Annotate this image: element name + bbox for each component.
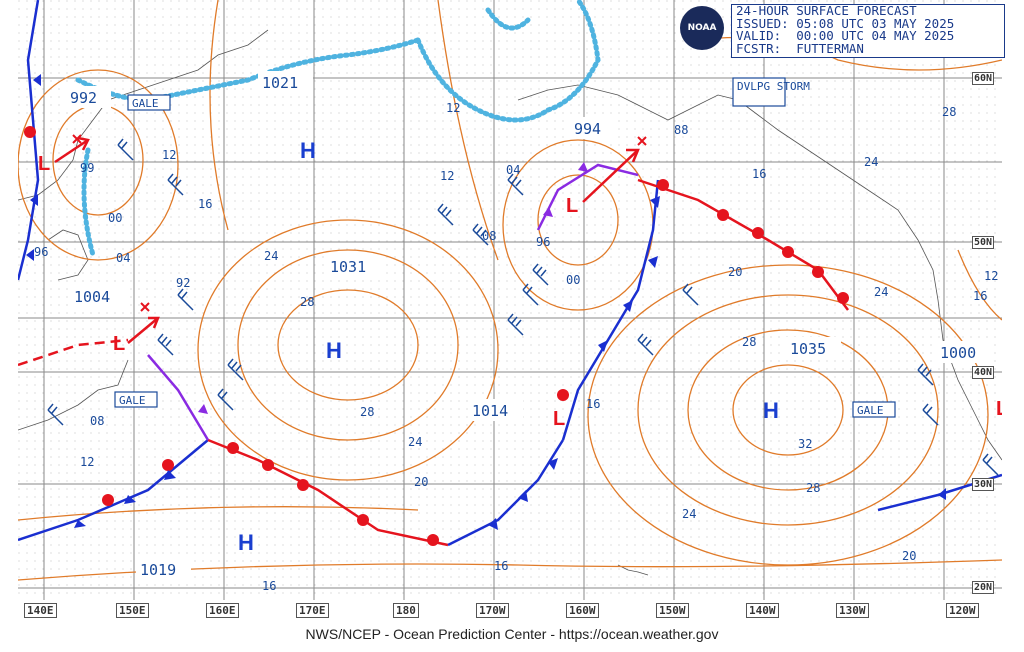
- header-issued: ISSUED: 05:08 UTC 03 MAY 2025: [736, 15, 955, 31]
- isobar-label: 24: [874, 285, 888, 299]
- trough-west: [18, 338, 129, 367]
- map-canvas: L L L L L H H H H 1031 1035 1019: [18, 0, 1002, 600]
- occluded-front-west: [147, 354, 210, 441]
- high-pressure-value: 1019: [140, 561, 176, 579]
- isobar-label: 28: [942, 105, 956, 119]
- longitude-label: 150E: [116, 603, 149, 618]
- isobar-label: 96: [34, 245, 48, 259]
- isobar-label: 24: [264, 249, 278, 263]
- header-title: 24-HOUR SURFACE FORECAST: [736, 3, 917, 18]
- isobar-label: 12: [984, 269, 998, 283]
- noaa-logo: NOAA: [680, 6, 724, 50]
- isobar-label: 20: [728, 265, 742, 279]
- isobar-label: 28: [300, 295, 314, 309]
- longitude-label: 160W: [566, 603, 599, 618]
- isobar-label: 08: [482, 229, 496, 243]
- isobar-label: 08: [90, 414, 104, 428]
- longitude-label: 150W: [656, 603, 689, 618]
- surface-chart: L L L L L H H H H 1031 1035 1019: [18, 0, 1002, 600]
- low-symbol: L: [553, 408, 565, 430]
- latitude-label: 30N: [972, 478, 995, 491]
- footer-credit: NWS/NCEP - Ocean Prediction Center - htt…: [305, 626, 719, 642]
- low-pressure-value: 1021: [262, 74, 298, 92]
- longitude-label: 120W: [946, 603, 979, 618]
- high-symbol: H: [326, 338, 342, 363]
- gale-warning: GALE: [119, 394, 146, 407]
- isobar-label: 24: [864, 155, 878, 169]
- isobar-label: 28: [806, 481, 820, 495]
- low-symbol: L: [996, 398, 1002, 420]
- isobar-label: 24: [408, 435, 422, 449]
- header-valid: VALID: 00:00 UTC 04 MAY 2025: [736, 28, 955, 43]
- storm-warning: DVLPG STORM: [737, 80, 810, 93]
- high-symbol: H: [300, 138, 316, 163]
- isobar-label: 20: [902, 549, 916, 563]
- longitude-label: 180: [393, 603, 419, 618]
- low-pressure-value: 1000: [940, 344, 976, 362]
- isobar-label: 12: [162, 148, 176, 162]
- isobar-label: 16: [494, 559, 508, 573]
- isobar-labels: 12 16 24 28 28 24 20 16 16 20 24 28 32 2…: [34, 101, 998, 593]
- low-pressure-value: 1004: [74, 288, 110, 306]
- isobar-label: 96: [536, 235, 550, 249]
- longitude-label: 140W: [746, 603, 779, 618]
- isobar-label: 16: [262, 579, 276, 593]
- high-symbol: H: [763, 398, 779, 423]
- latitude-label: 50N: [972, 236, 995, 249]
- low-markers: L L L L L: [38, 134, 1002, 430]
- warm-front-east: [637, 178, 849, 311]
- wind-barbs: [47, 138, 999, 476]
- isobar-label: 04: [506, 163, 520, 177]
- low-pressure-value: 992: [70, 89, 97, 107]
- isobar-label: 16: [752, 167, 766, 181]
- cold-front-far-west: [18, 0, 40, 281]
- isobar-label: 28: [742, 335, 756, 349]
- high-symbols: H H H H: [238, 138, 779, 555]
- cold-front-west: [18, 439, 209, 542]
- longitude-label: 140E: [24, 603, 57, 618]
- latitude-label: 60N: [972, 72, 995, 85]
- longitude-label: 170E: [296, 603, 329, 618]
- high-pressure-value: 1031: [330, 258, 366, 276]
- longitude-label: 170W: [476, 603, 509, 618]
- isobar-label: 28: [360, 405, 374, 419]
- isobar-label: 16: [973, 289, 987, 303]
- longitude-label: 130W: [836, 603, 869, 618]
- front-symbols: [24, 74, 981, 546]
- isobar-label: 12: [440, 169, 454, 183]
- header-forecaster: FCSTR: FUTTERMAN: [736, 40, 864, 56]
- isobar-label: 12: [80, 455, 94, 469]
- isobar-label: 92: [176, 276, 190, 290]
- isobar-label: 88: [674, 123, 688, 137]
- isobar-label: 12: [446, 101, 460, 115]
- low-pressure-value: 994: [574, 120, 601, 138]
- high-symbol: H: [238, 530, 254, 555]
- low-symbol: L: [113, 333, 125, 355]
- low-symbol: L: [38, 153, 50, 175]
- gale-warning: GALE: [857, 404, 884, 417]
- isobar-label: 20: [414, 475, 428, 489]
- low-symbol: L: [566, 195, 578, 217]
- cold-front-central: [447, 439, 565, 547]
- longitude-label: 160E: [206, 603, 239, 618]
- isobar-label: 32: [798, 437, 812, 451]
- isobar-label: 00: [108, 211, 122, 225]
- isobar-label: 00: [566, 273, 580, 287]
- latitude-label: 20N: [972, 581, 995, 594]
- latitude-label: 40N: [972, 366, 995, 379]
- isobar-label: 16: [586, 397, 600, 411]
- isobar-label: 24: [682, 507, 696, 521]
- forecast-header: 24-HOUR SURFACE FORECAST ISSUED: 05:08 U…: [731, 4, 1005, 58]
- pressure-values: 1031 1035 1019 992 1004 994 1014 1000 10…: [66, 71, 991, 580]
- isobar-label: 04: [116, 251, 130, 265]
- isobar-label: 16: [198, 197, 212, 211]
- warm-front-central: [207, 438, 449, 547]
- high-pressure-value: 1035: [790, 340, 826, 358]
- isobar-label: 99: [80, 161, 94, 175]
- gale-warning: GALE: [132, 97, 159, 110]
- cold-front-east: [561, 179, 660, 441]
- noaa-logo-text: NOAA: [687, 23, 717, 33]
- low-pressure-value: 1014: [472, 402, 508, 420]
- warning-boxes: GALE GALE GALE DVLPG STORM: [114, 77, 896, 418]
